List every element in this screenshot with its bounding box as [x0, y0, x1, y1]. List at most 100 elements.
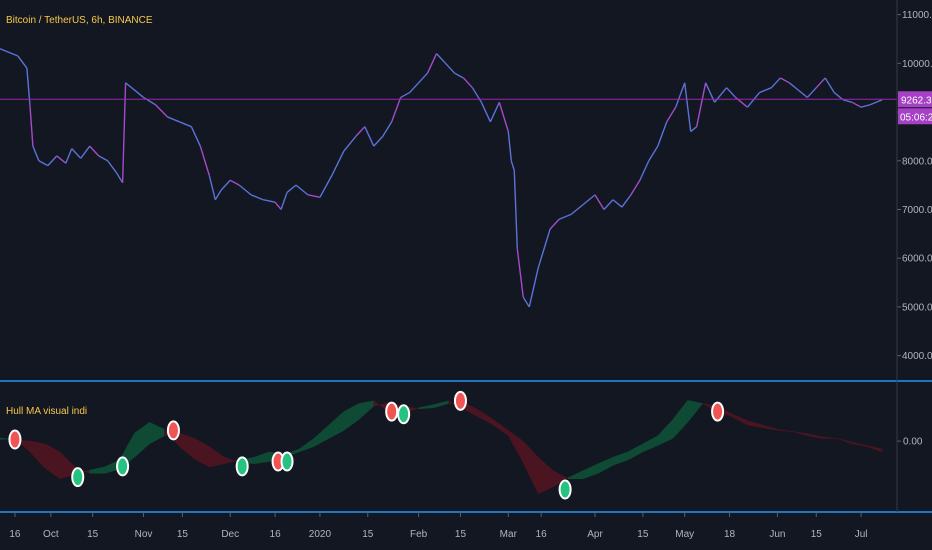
- price-segment: [471, 87, 482, 103]
- price-segment: [537, 228, 551, 269]
- price-segment: [797, 89, 808, 98]
- bear-band: [194, 438, 210, 468]
- price-segment: [29, 104, 34, 147]
- buy-signal-marker[interactable]: [397, 404, 411, 425]
- price-segment: [815, 77, 826, 89]
- bear-band: [493, 419, 509, 437]
- bull-band: [313, 424, 330, 447]
- price-segment: [238, 184, 252, 196]
- bear-band: [478, 409, 494, 426]
- price-segment: [498, 102, 509, 132]
- buy-signal-marker[interactable]: [558, 479, 572, 500]
- time-tick-label: 15: [87, 529, 99, 540]
- buy-signal-marker[interactable]: [116, 456, 130, 477]
- price-ytick-label: 7000.00: [902, 205, 932, 216]
- bull-band: [433, 400, 449, 409]
- price-segment: [454, 72, 464, 79]
- bull-band: [597, 456, 614, 474]
- price-segment: [480, 102, 491, 123]
- price-segment: [436, 53, 447, 64]
- price-segment: [190, 126, 201, 147]
- sell-signal-marker[interactable]: [166, 420, 180, 441]
- price-ytick-label: 10000.00: [902, 59, 932, 70]
- time-tick-label: 16: [270, 529, 282, 540]
- price-segment: [426, 53, 438, 74]
- bear-band: [179, 432, 195, 460]
- price-segment: [513, 170, 518, 249]
- price-segment: [657, 121, 668, 147]
- price-segment: [409, 82, 420, 94]
- price-segment: [65, 148, 73, 164]
- price-segment: [770, 77, 781, 89]
- sell-signal-marker[interactable]: [711, 401, 725, 422]
- price-segment: [47, 155, 58, 167]
- bull-band: [328, 411, 345, 439]
- bull-band: [612, 451, 629, 466]
- buy-signal-marker[interactable]: [71, 467, 85, 488]
- price-segment: [594, 194, 605, 210]
- bull-band: [627, 443, 644, 461]
- price-segment: [522, 296, 530, 308]
- price-segment: [528, 267, 539, 308]
- sell-signal-marker[interactable]: [385, 401, 399, 422]
- price-segment: [603, 199, 614, 210]
- price-segment: [558, 213, 572, 220]
- price-segment: [400, 91, 410, 99]
- price-segment: [17, 55, 28, 69]
- time-tick-label: May: [675, 529, 694, 540]
- bear-band: [537, 456, 554, 495]
- time-tick-label: Jun: [769, 529, 785, 540]
- bear-band: [508, 429, 524, 464]
- price-segment: [274, 201, 282, 210]
- time-tick-label: 16: [536, 529, 548, 540]
- sell-signal-marker[interactable]: [453, 390, 467, 411]
- price-ytick-label: 11000.00: [902, 10, 932, 21]
- price-segment: [343, 135, 357, 152]
- price-ytick-label: 5000.00: [902, 302, 932, 313]
- time-tick-label: 15: [177, 529, 189, 540]
- bear-band: [732, 413, 748, 426]
- price-segment: [516, 248, 524, 298]
- bull-band: [582, 463, 599, 480]
- price-segment: [869, 99, 883, 106]
- price-ytick-label: 8000.00: [902, 156, 932, 167]
- bear-band: [523, 440, 539, 494]
- buy-signal-marker[interactable]: [280, 451, 294, 472]
- price-segment: [307, 194, 321, 198]
- price-ytick-label: 6000.00: [902, 254, 932, 265]
- price-segment: [510, 160, 515, 171]
- bull-band: [642, 435, 659, 453]
- bear-band: [209, 446, 225, 468]
- price-segment: [32, 145, 40, 162]
- bull-band: [298, 437, 315, 453]
- price-segment: [131, 87, 144, 98]
- price-segment: [612, 199, 623, 208]
- price-segment: [695, 82, 707, 127]
- price-segment: [462, 77, 473, 89]
- bull-band: [89, 466, 105, 474]
- time-tick-label: 15: [811, 529, 823, 540]
- bull-band: [687, 399, 704, 424]
- buy-signal-marker[interactable]: [235, 456, 249, 477]
- time-tick-label: Jul: [855, 529, 868, 540]
- price-segment: [648, 145, 659, 162]
- time-tick-label: 16: [9, 529, 21, 540]
- sell-signal-marker[interactable]: [8, 429, 22, 450]
- indicator-pane[interactable]: [0, 390, 883, 500]
- price-segment: [179, 121, 192, 128]
- price-segment: [199, 145, 210, 176]
- time-tick-label: Feb: [410, 529, 428, 540]
- price-segment: [833, 92, 844, 101]
- bull-band: [672, 399, 688, 440]
- bear-band: [807, 433, 823, 439]
- time-tick-label: Mar: [500, 529, 518, 540]
- price-segment: [507, 131, 512, 161]
- price-segment: [582, 194, 596, 206]
- price-segment: [331, 150, 345, 176]
- price-segment: [0, 48, 19, 57]
- price-segment: [675, 82, 686, 108]
- price-segment: [250, 194, 264, 201]
- price-segment: [621, 194, 632, 208]
- price-pane[interactable]: [0, 48, 897, 308]
